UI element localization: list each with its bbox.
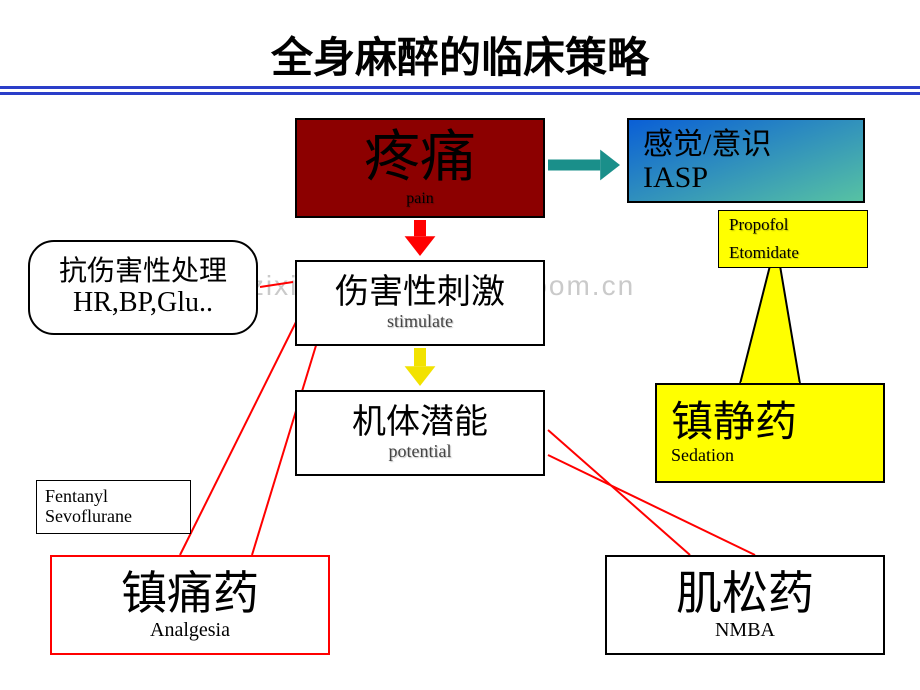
node-harm-processing: 抗伤害性处理 HR,BP,Glu.. [28,240,258,335]
node-fent-line1: Fentanyl [45,487,108,507]
node-analgesia-main: 镇痛药 [121,569,259,620]
node-pain: 疼痛 pain [295,118,545,218]
node-fent-line2: Sevoflurane [45,507,132,527]
node-sense: 感觉/意识 IASP [627,118,865,203]
node-potential: 机体潜能 potential [295,390,545,476]
node-sedation: 镇静药 Sedation [655,383,885,483]
node-fentanyl: Fentanyl Sevoflurane [36,480,191,534]
node-sense-line1: 感觉/意识 [643,128,771,161]
node-nmba-main: 肌松药 [676,569,814,620]
node-pain-main: 疼痛 [364,128,476,190]
node-sense-line2: IASP [643,161,708,194]
node-propofol-line2: Etomidate [729,244,799,263]
node-propofol: Propofol Etomidate [718,210,868,268]
node-sedation-sub: Sedation [671,446,734,466]
node-nmba-sub: NMBA [715,619,775,641]
node-stimulate-main: 伤害性刺激 [335,274,505,311]
node-analgesia: 镇痛药 Analgesia [50,555,330,655]
node-nmba: 肌松药 NMBA [605,555,885,655]
node-sedation-main: 镇静药 [671,400,797,446]
node-harm-line2: HR,BP,Glu.. [73,288,213,319]
node-potential-sub: potential [389,442,452,462]
node-analgesia-sub: Analgesia [150,619,230,641]
node-pain-sub: pain [406,190,434,208]
node-propofol-line1: Propofol [729,216,789,235]
node-harm-line1: 抗伤害性处理 [59,257,227,288]
node-stimulate: 伤害性刺激 stimulate [295,260,545,346]
node-stimulate-sub: stimulate [387,312,453,332]
node-potential-main: 机体潜能 [352,404,488,441]
